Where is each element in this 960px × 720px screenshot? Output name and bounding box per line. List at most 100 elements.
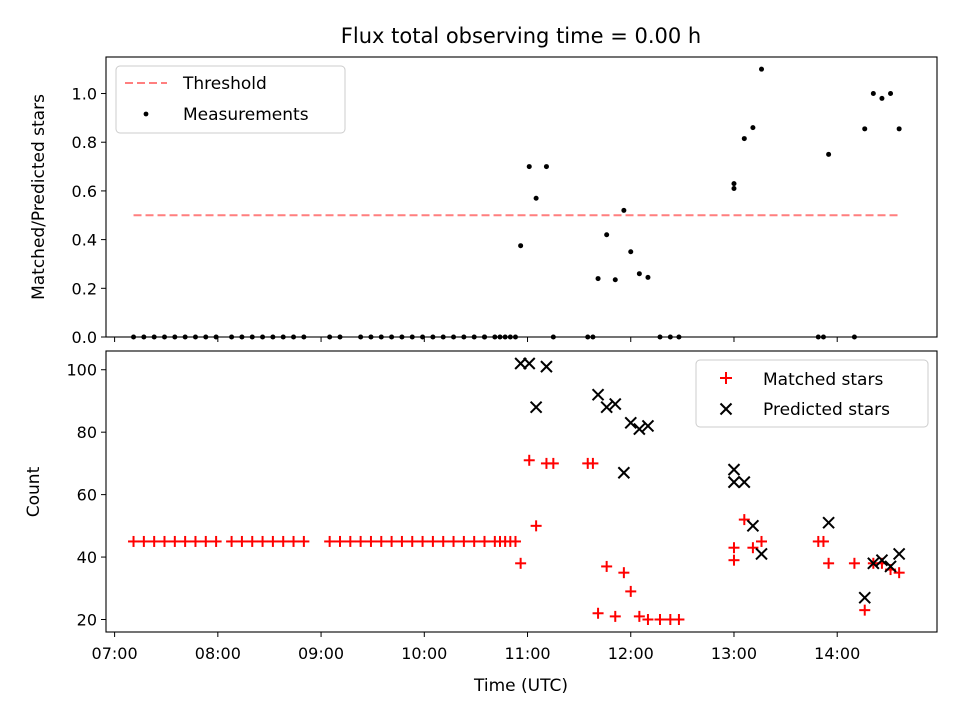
- predicted-star-point: [624, 416, 637, 430]
- matched-star-point: [823, 557, 835, 569]
- measurement-point: [862, 126, 868, 132]
- flux-ratio-panel: Flux total observing time = 0.00 h 0.0 0.…: [29, 24, 938, 347]
- predicted-star-point: [540, 360, 553, 373]
- matched-star-point: [158, 535, 170, 547]
- measurement-point: [731, 181, 737, 187]
- predicted-star-point: [727, 463, 741, 476]
- matched-star-point: [226, 535, 238, 547]
- matched-star-point: [817, 535, 829, 547]
- predicted-star-point: [884, 560, 897, 573]
- measurement-point: [612, 277, 618, 283]
- measurement-point: [518, 243, 524, 249]
- matched-star-point: [625, 585, 637, 597]
- chart-title: Flux total observing time = 0.00 h: [341, 24, 701, 48]
- predicted-star-point: [746, 519, 760, 533]
- predicted-star-point: [867, 557, 880, 570]
- measurement-point: [645, 274, 651, 280]
- matched-star-point: [547, 457, 559, 469]
- matched-star-point: [728, 542, 740, 554]
- matched-star-point: [396, 535, 408, 547]
- bottom-xlabel: Time (UTC): [473, 676, 568, 696]
- predicted-star-point: [529, 400, 543, 414]
- top-ytick-label: 0.0: [72, 328, 97, 347]
- matched-star-point: [355, 535, 367, 547]
- measurement-point: [636, 271, 642, 277]
- matched-star-point: [189, 535, 201, 547]
- top-ylabel: Matched/Predicted stars: [29, 94, 49, 300]
- matched-star-point: [654, 614, 666, 626]
- bottom-ylabel: Count: [24, 466, 44, 517]
- measurement-point: [896, 126, 902, 132]
- matched-star-point: [267, 535, 279, 547]
- bottom-legend-box: [695, 359, 929, 428]
- bottom-plot-area: [128, 357, 906, 626]
- bottom-xtick-label: 07:00: [92, 644, 138, 663]
- matched-star-point: [277, 535, 289, 547]
- top-ytick-label: 0.6: [72, 182, 97, 201]
- matched-star-point: [148, 535, 160, 547]
- predicted-star-point: [755, 547, 768, 561]
- legend-matched-swatch: [720, 372, 732, 384]
- predicted-star-point: [875, 553, 889, 567]
- matched-star-point: [386, 535, 398, 547]
- legend-predicted-swatch: [719, 402, 733, 416]
- matched-star-point: [673, 614, 685, 626]
- top-yaxis: 0.0 0.2 0.4 0.6 0.8 1.0: [72, 85, 106, 347]
- matched-star-point: [437, 535, 449, 547]
- predicted-star-point: [633, 422, 646, 436]
- matched-star-point: [169, 535, 181, 547]
- legend-threshold-label: Threshold: [182, 74, 267, 94]
- bottom-ytick-label: 100: [66, 361, 97, 380]
- predicted-star-point: [523, 357, 536, 370]
- measurement-point: [595, 276, 601, 282]
- matched-star-point: [592, 607, 604, 619]
- matched-star-point: [609, 610, 621, 622]
- matched-star-point: [728, 554, 740, 566]
- predicted-star-point: [609, 397, 622, 411]
- matched-star-point: [515, 557, 527, 569]
- bottom-xtick-label: 12:00: [608, 644, 654, 663]
- matched-star-point: [406, 535, 418, 547]
- predicted-star-point: [822, 516, 835, 529]
- matched-star-point: [210, 535, 222, 547]
- matched-star-point: [893, 567, 905, 579]
- star-count-panel: 20 40 60 80 100 07:00 08:00 09:00 10:00 11:00 12:…: [24, 350, 938, 696]
- top-legend: Threshold Measurements: [115, 65, 346, 134]
- matched-star-point: [530, 520, 542, 532]
- measurement-point: [826, 151, 832, 157]
- predicted-star-point: [892, 547, 906, 561]
- matched-star-point: [375, 535, 387, 547]
- measurement-point: [731, 185, 737, 191]
- matched-star-point: [128, 535, 140, 547]
- matched-star-point: [747, 542, 759, 554]
- predicted-star-point: [617, 466, 631, 479]
- matched-star-point: [138, 535, 150, 547]
- matched-star-point: [468, 535, 480, 547]
- bottom-legend: Matched stars Predicted stars: [695, 359, 929, 428]
- predicted-star-point: [858, 591, 871, 604]
- matched-star-point: [848, 557, 860, 569]
- bottom-xtick-label: 14:00: [814, 644, 860, 663]
- bottom-ytick-label: 60: [77, 486, 97, 505]
- measurement-point: [750, 125, 756, 131]
- matched-star-point: [257, 535, 269, 547]
- matched-star-point: [633, 610, 645, 622]
- measurement-point: [604, 232, 610, 238]
- matched-star-point: [427, 535, 439, 547]
- bottom-xtick-label: 09:00: [298, 644, 344, 663]
- predicted-star-point: [591, 388, 605, 401]
- measurement-point: [879, 95, 885, 101]
- legend-measurements-label: Measurements: [183, 105, 309, 125]
- bottom-ytick-label: 80: [77, 423, 97, 442]
- bottom-xtick-label: 13:00: [711, 644, 757, 663]
- matched-star-point: [200, 535, 212, 547]
- legend-measurements-swatch: [143, 111, 149, 117]
- bottom-ytick-label: 40: [77, 548, 97, 567]
- bottom-ytick-label: 20: [77, 611, 97, 630]
- predicted-star-point: [641, 419, 655, 433]
- bottom-xaxis: 07:00 08:00 09:00 10:00 11:00 12:00 13:00 14:00: [92, 632, 860, 663]
- top-ytick-label: 0.2: [72, 279, 97, 298]
- matched-star-point: [738, 514, 750, 526]
- measurement-point: [870, 91, 876, 97]
- matched-star-point: [344, 535, 356, 547]
